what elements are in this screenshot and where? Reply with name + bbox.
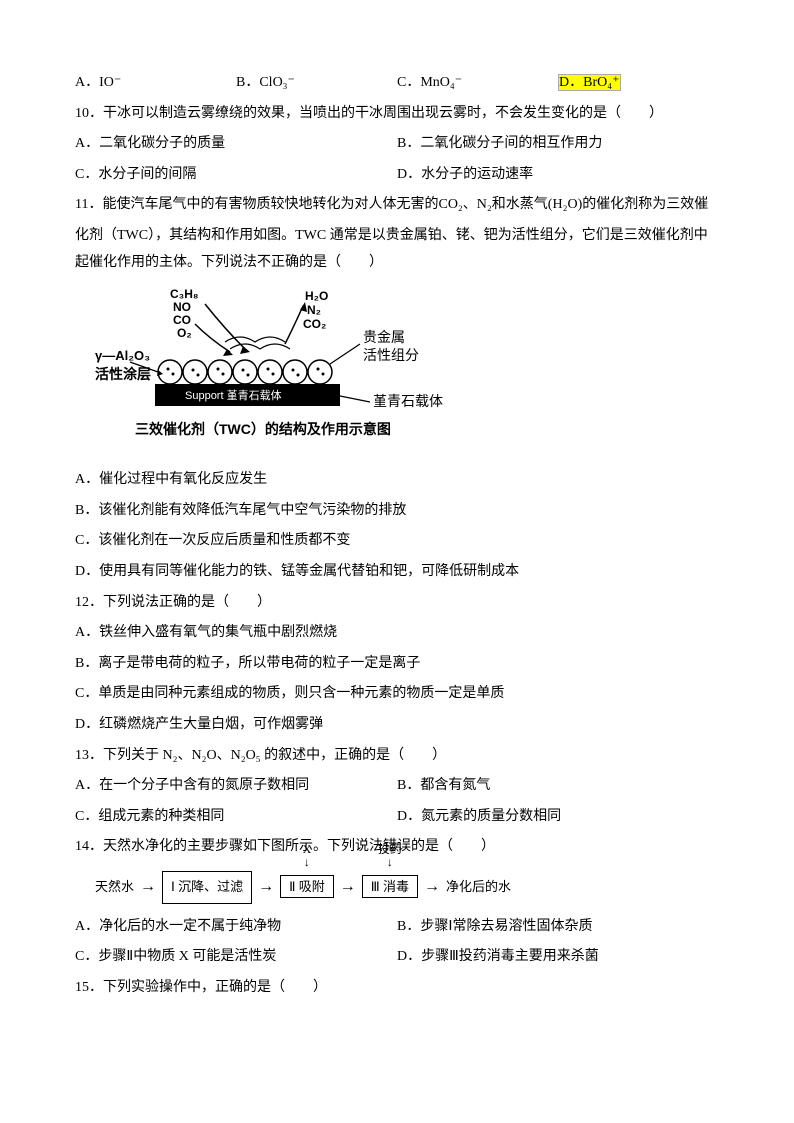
twc-left2: 活性涂层 <box>95 366 151 382</box>
q9-optC: C．MnO₄⁻ <box>397 70 558 97</box>
q10-stem: 10．干冰可以制造云雾缭绕的效果，当喷出的干冰周围出现云雾时，不会发生变化的是（… <box>75 101 719 128</box>
q14-diagram: 天然水 → Ⅰ 沉降、过滤 → X ↓ Ⅱ 吸附 → 投药 ↓ Ⅲ 消毒 → 净… <box>95 871 719 904</box>
arrow-icon: → <box>340 872 356 902</box>
q14-optC: C．步骤Ⅱ中物质 X 可能是活性炭 <box>75 944 397 971</box>
q13-optC: C．组成元素的种类相同 <box>75 804 397 831</box>
q9-options: A．IO⁻ B．ClO₃⁻ C．MnO₄⁻ D．BrO₄⁺ <box>75 70 719 97</box>
q11-optC: C．该催化剂在一次反应后质量和性质都不变 <box>75 528 719 555</box>
twc-in1: C₃H₈ <box>170 287 199 301</box>
arrow-icon: → <box>424 872 440 902</box>
q13-row1: A．在一个分子中含有的氮原子数相同 B．都含有氮气 <box>75 773 719 800</box>
q15-stem: 15．下列实验操作中，正确的是（ ） <box>75 975 719 1002</box>
q11-diagram: C₃H₈ NO CO O₂ H₂O N₂ CO₂ 贵金 <box>95 284 455 459</box>
twc-out1: H₂O <box>305 289 328 303</box>
twc-right1: 贵金属 <box>363 329 405 345</box>
q12-optA: A．铁丝伸入盛有氧气的集气瓶中剧烈燃烧 <box>75 620 719 647</box>
q9-optD-wrap: D．BrO₄⁺ <box>558 70 719 97</box>
q11-stem2: 化剂（TWC），其结构和作用如图。TWC 通常是以贵金属铂、铑、钯为活性组分，它… <box>75 223 719 276</box>
arrow-down-icon: ↓ <box>304 856 310 869</box>
q14-row1: A．净化后的水一定不属于纯净物 B．步骤Ⅰ常除去易溶性固体杂质 <box>75 914 719 941</box>
q9-optA: A．IO⁻ <box>75 70 236 97</box>
water-box2: Ⅱ 吸附 <box>280 875 334 898</box>
water-end: 净化后的水 <box>446 875 511 900</box>
twc-support: Support 堇青石载体 <box>185 388 282 402</box>
q11-stem1: 11．能使汽车尾气中的有害物质较快地转化为对人体无害的CO₂、N₂和水蒸气(H₂… <box>75 192 719 219</box>
twc-left1: γ—Al₂O₃ <box>95 348 150 363</box>
q14-optA: A．净化后的水一定不属于纯净物 <box>75 914 397 941</box>
twc-right2: 活性组分 <box>363 347 419 363</box>
q13-row2: C．组成元素的种类相同 D．氮元素的质量分数相同 <box>75 804 719 831</box>
q10-optB: B．二氧化碳分子间的相互作用力 <box>397 131 719 158</box>
q11-optD: D．使用具有同等催化能力的铁、锰等金属代替铂和钯，可降低研制成本 <box>75 559 719 586</box>
twc-caption: 三效催化剂（TWC）的结构及作用示意图 <box>135 421 391 437</box>
q10-optC: C．水分子间的间隔 <box>75 162 397 189</box>
q12-optC: C．单质是由同种元素组成的物质，则只含一种元素的物质一定是单质 <box>75 681 719 708</box>
q12-optD: D．红磷燃烧产生大量白烟，可作烟雾弹 <box>75 712 719 739</box>
arrow-down-icon: ↓ <box>387 856 393 869</box>
water-box1: Ⅰ 沉降、过滤 <box>162 871 252 904</box>
q13-stem: 13．下列关于 N₂、N₂O、N₂O₅ 的叙述中，正确的是（ ） <box>75 743 719 770</box>
q11-optB: B．该催化剂能有效降低汽车尾气中空气污染物的排放 <box>75 498 719 525</box>
q13-optA: A．在一个分子中含有的氮原子数相同 <box>75 773 397 800</box>
twc-in2: NO <box>173 300 191 314</box>
twc-in3: CO <box>173 313 191 327</box>
q14-row2: C．步骤Ⅱ中物质 X 可能是活性炭 D．步骤Ⅲ投药消毒主要用来杀菌 <box>75 944 719 971</box>
q10-optD: D．水分子的运动速率 <box>397 162 719 189</box>
q13-optD: D．氮元素的质量分数相同 <box>397 804 719 831</box>
arrow-icon: → <box>258 872 274 902</box>
twc-out3: CO₂ <box>303 317 326 331</box>
water-start: 天然水 <box>95 875 134 900</box>
q13-optB: B．都含有氮气 <box>397 773 719 800</box>
q10-optA: A．二氧化碳分子的质量 <box>75 131 397 158</box>
q9-optB: B．ClO₃⁻ <box>236 70 397 97</box>
twc-bottom-right: 堇青石载体 <box>373 393 443 409</box>
twc-diagram-svg: C₃H₈ NO CO O₂ H₂O N₂ CO₂ 贵金 <box>95 284 475 459</box>
twc-in4: O₂ <box>177 326 192 340</box>
q10-row2: C．水分子间的间隔 D．水分子的运动速率 <box>75 162 719 189</box>
q14-optD: D．步骤Ⅲ投药消毒主要用来杀菌 <box>397 944 719 971</box>
q9-optD: D．BrO₄⁺ <box>558 74 621 91</box>
q14-optB: B．步骤Ⅰ常除去易溶性固体杂质 <box>397 914 719 941</box>
q11-optA: A．催化过程中有氧化反应发生 <box>75 467 719 494</box>
arrow-icon: → <box>140 872 156 902</box>
q10-row1: A．二氧化碳分子的质量 B．二氧化碳分子间的相互作用力 <box>75 131 719 158</box>
water-box3: Ⅲ 消毒 <box>362 875 418 898</box>
twc-out2: N₂ <box>307 303 321 317</box>
q12-stem: 12．下列说法正确的是（ ） <box>75 590 719 617</box>
q12-optB: B．离子是带电荷的粒子，所以带电荷的粒子一定是离子 <box>75 651 719 678</box>
